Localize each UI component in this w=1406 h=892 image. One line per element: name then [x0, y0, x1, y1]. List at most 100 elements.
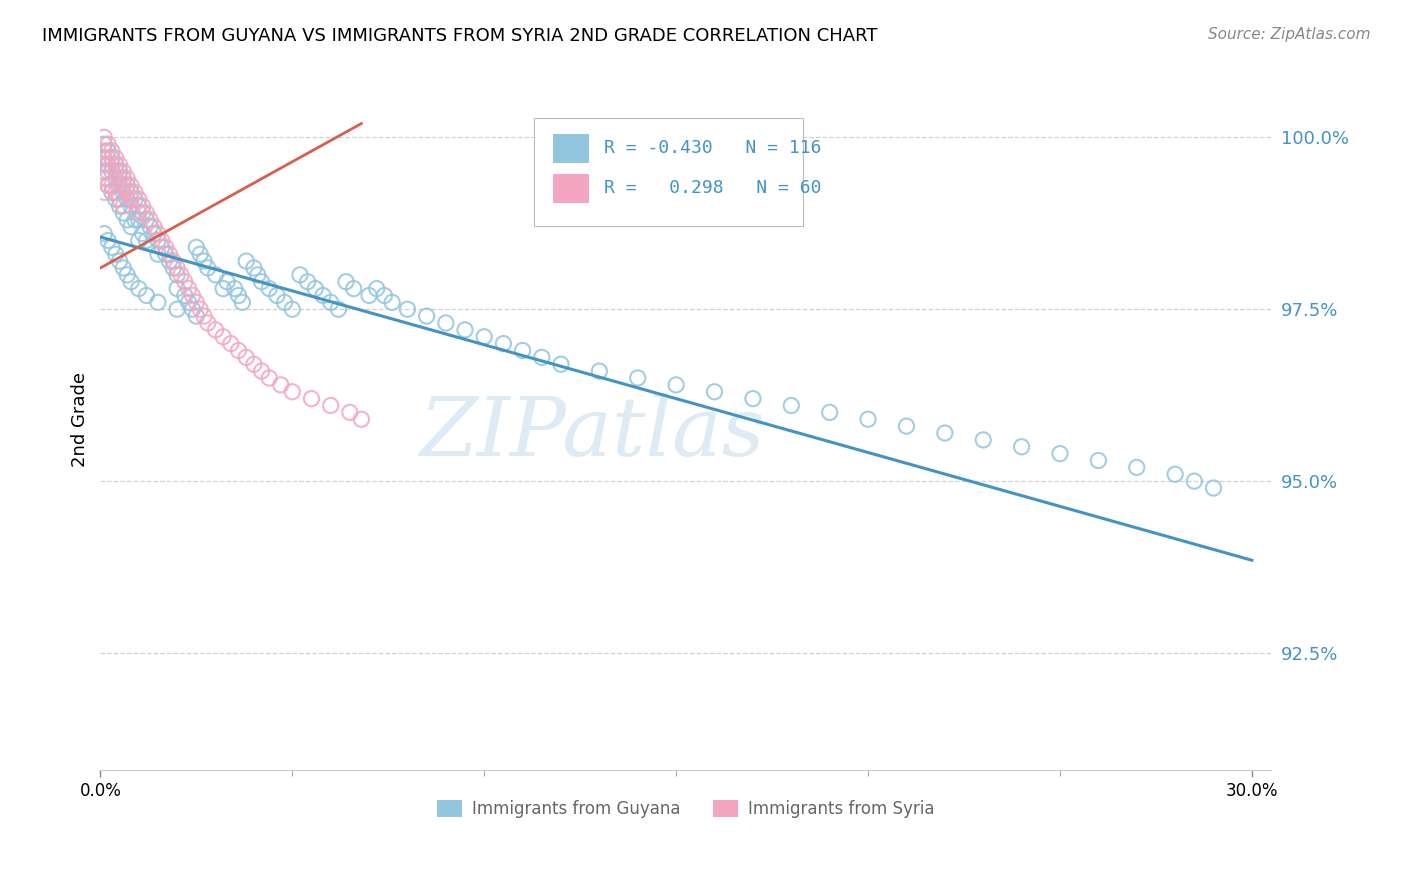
Point [131, 227, 153, 241]
Point [1011, 440, 1033, 454]
Point [492, 336, 515, 351]
Point [212, 330, 235, 344]
Point [301, 392, 323, 406]
Point [108, 171, 131, 186]
Point [115, 212, 138, 227]
Point [896, 419, 918, 434]
Point [304, 282, 326, 296]
Point [108, 199, 131, 213]
Point [339, 405, 361, 419]
Point [104, 186, 127, 200]
Point [155, 247, 177, 261]
Point [162, 254, 184, 268]
Point [104, 192, 127, 206]
Point [281, 384, 304, 399]
Point [131, 206, 153, 220]
Point [193, 254, 215, 268]
Point [588, 364, 610, 378]
Point [108, 254, 131, 268]
Text: IMMIGRANTS FROM GUYANA VS IMMIGRANTS FROM SYRIA 2ND GRADE CORRELATION CHART: IMMIGRANTS FROM GUYANA VS IMMIGRANTS FRO… [42, 27, 877, 45]
Point [97, 151, 120, 165]
Point [1049, 447, 1071, 461]
Point [93, 130, 115, 145]
Point [204, 268, 226, 282]
Point [181, 288, 204, 302]
Point [1164, 467, 1187, 482]
Point [128, 199, 150, 213]
Point [124, 186, 146, 200]
Point [115, 186, 138, 200]
Point [257, 371, 280, 385]
Point [104, 151, 127, 165]
Point [120, 219, 142, 234]
Point [319, 295, 342, 310]
Point [818, 405, 841, 419]
Point [93, 151, 115, 165]
Point [143, 227, 166, 241]
Point [97, 178, 120, 193]
Point [112, 206, 135, 220]
Point [186, 309, 208, 323]
Point [97, 137, 120, 152]
Point [780, 399, 803, 413]
Point [124, 192, 146, 206]
Point [328, 302, 350, 317]
Point [93, 137, 115, 152]
Point [101, 151, 124, 165]
Point [204, 323, 226, 337]
Point [343, 282, 366, 296]
Point [93, 158, 115, 172]
Point [250, 364, 273, 378]
Point [972, 433, 994, 447]
Point [177, 295, 200, 310]
Point [266, 288, 288, 302]
Point [146, 295, 169, 310]
Point [101, 164, 124, 178]
Point [396, 302, 419, 317]
Point [112, 178, 135, 193]
Point [112, 186, 135, 200]
Point [93, 227, 115, 241]
Text: R =   0.298   N = 60: R = 0.298 N = 60 [603, 179, 821, 197]
Point [93, 186, 115, 200]
Point [434, 316, 457, 330]
Point [131, 199, 153, 213]
Point [97, 164, 120, 178]
Point [143, 219, 166, 234]
Point [273, 295, 295, 310]
Point [381, 295, 404, 310]
Point [472, 330, 495, 344]
Point [115, 268, 138, 282]
Point [550, 357, 572, 371]
Point [212, 282, 235, 296]
Bar [554, 134, 589, 163]
Point [101, 144, 124, 158]
Point [197, 260, 219, 275]
Point [350, 412, 373, 426]
Point [104, 158, 127, 172]
Point [243, 357, 266, 371]
Bar [554, 174, 589, 203]
Point [703, 384, 725, 399]
Point [120, 186, 142, 200]
Point [530, 351, 553, 365]
Point [243, 260, 266, 275]
Point [257, 282, 280, 296]
Point [1182, 474, 1205, 488]
Point [120, 192, 142, 206]
Point [135, 206, 157, 220]
Point [115, 171, 138, 186]
Point [120, 275, 142, 289]
Legend: Immigrants from Guyana, Immigrants from Syria: Immigrants from Guyana, Immigrants from … [430, 793, 942, 825]
Point [128, 282, 150, 296]
Point [1125, 460, 1147, 475]
Point [235, 254, 257, 268]
Point [741, 392, 763, 406]
Point [219, 336, 242, 351]
Point [97, 158, 120, 172]
Point [170, 268, 193, 282]
Point [270, 377, 292, 392]
Point [856, 412, 879, 426]
Point [112, 164, 135, 178]
Point [197, 316, 219, 330]
